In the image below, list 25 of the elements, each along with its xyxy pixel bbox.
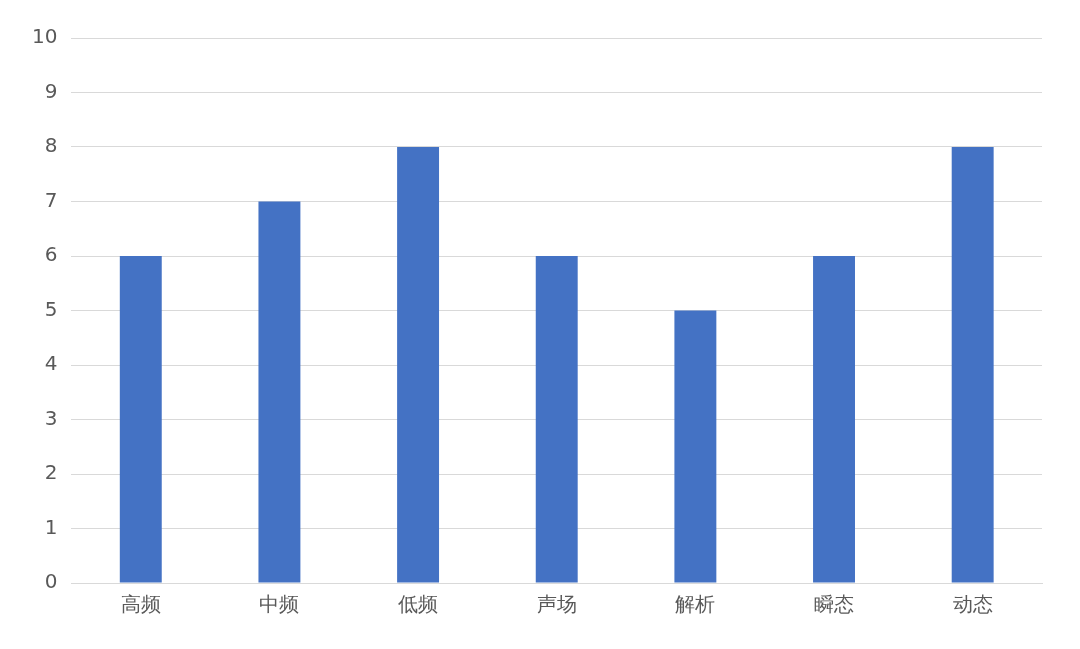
y-tick-label: 5: [44, 296, 58, 321]
y-tick-label: 2: [44, 460, 58, 485]
y-tick-label: 9: [44, 78, 58, 103]
x-tick-label: 声场: [536, 592, 577, 617]
bar: [674, 310, 717, 583]
y-tick-label: 6: [44, 242, 58, 267]
bar: [119, 256, 162, 583]
x-tick-label: 瞬态: [814, 592, 855, 617]
bar: [951, 147, 994, 583]
y-tick-label: 1: [44, 514, 58, 539]
bar: [258, 201, 301, 583]
bar: [535, 256, 578, 583]
y-tick-label: 8: [44, 133, 58, 158]
x-tick-label: 低频: [398, 592, 439, 617]
y-tick-label: 3: [44, 405, 58, 430]
x-tick-label: 高频: [120, 592, 161, 617]
y-tick-label: 0: [44, 569, 58, 594]
x-tick-label: 动态: [952, 592, 993, 617]
x-tick-label: 中频: [259, 592, 300, 617]
y-tick-label: 10: [32, 24, 58, 49]
bar: [813, 256, 855, 583]
x-tick-label: 解析: [675, 592, 716, 617]
bar: [397, 147, 440, 583]
y-tick-label: 7: [44, 187, 58, 212]
y-tick-label: 4: [44, 351, 58, 376]
